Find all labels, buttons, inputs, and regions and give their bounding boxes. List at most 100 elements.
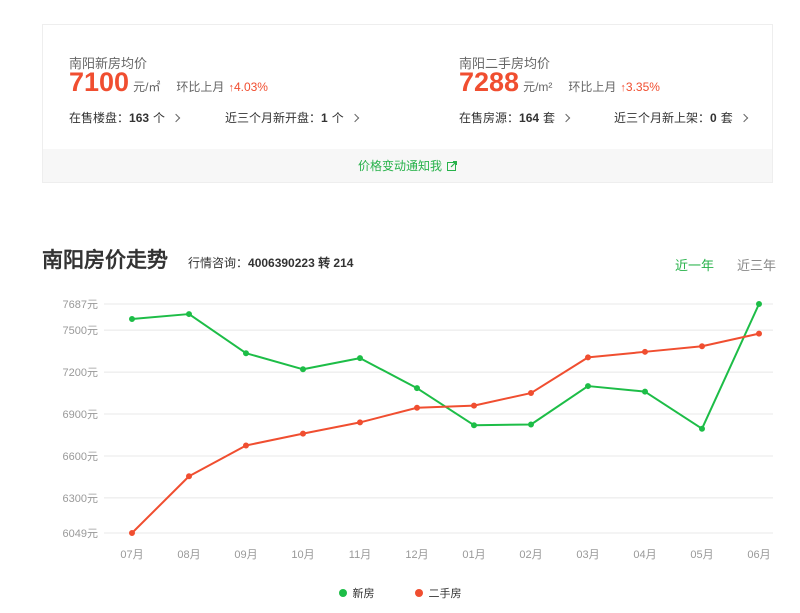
data-point[interactable] xyxy=(357,355,363,362)
new-house-on-sale-label: 在售楼盘： xyxy=(69,111,130,125)
external-link-icon xyxy=(447,160,457,171)
legend-label-used: 二手房 xyxy=(428,588,462,600)
arrow-up-icon: ↑ xyxy=(228,82,234,94)
series-line xyxy=(131,303,760,430)
new-house-recent-open-label: 近三个月新开盘： xyxy=(225,111,322,125)
x-axis-labels: 07月 08月 09月 10月 11月 12月 01月 02月 03月 04月 05月 06月 xyxy=(120,549,770,561)
data-point[interactable] xyxy=(528,390,534,397)
hotline-label: 行情咨询： xyxy=(188,256,249,270)
chart-legend: 新房 二手房 xyxy=(0,585,800,601)
new-house-change: ↑4.03% xyxy=(228,80,268,94)
used-house-recent-listed-value: 0 xyxy=(710,110,717,125)
used-house-change-label: 环比上月 xyxy=(568,80,617,94)
used-house-recent-listed-link[interactable]: 近三个月新上架： 0 套 xyxy=(614,109,748,126)
used-house-price-row: 7288 元/m² 环比上月 ↑3.35% xyxy=(459,67,660,98)
trend-title: 南阳房价走势 xyxy=(42,249,168,272)
new-house-recent-open-value: 1 xyxy=(321,110,328,125)
x-tick-label: 04月 xyxy=(633,549,656,561)
tab-three-years[interactable]: 近三年 xyxy=(737,258,777,273)
new-house-change-label: 环比上月 xyxy=(176,80,225,94)
data-point[interactable] xyxy=(528,421,534,428)
new-house-recent-open-link[interactable]: 近三个月新开盘： 1 个 xyxy=(225,109,359,126)
data-point[interactable] xyxy=(129,530,135,536)
used-house-on-sale-link[interactable]: 在售房源： 164 套 xyxy=(459,109,571,126)
x-tick-label: 12月 xyxy=(405,549,428,561)
y-tick-label: 7500元 xyxy=(63,325,98,337)
y-tick-label: 6049元 xyxy=(63,528,98,540)
legend-label-new: 新房 xyxy=(352,588,375,600)
data-point[interactable] xyxy=(699,343,705,350)
legend-item-new[interactable]: 新房 xyxy=(338,585,375,601)
used-house-change-value: 3.35% xyxy=(625,80,660,94)
arrow-up-icon: ↑ xyxy=(620,82,626,94)
data-point[interactable] xyxy=(300,430,306,437)
data-point[interactable] xyxy=(414,404,420,411)
price-notify-label: 价格变动通知我 xyxy=(357,159,442,173)
new-house-price: 7100 xyxy=(69,67,130,97)
x-tick-label: 02月 xyxy=(519,549,542,561)
data-point[interactable] xyxy=(756,301,762,307)
y-tick-label: 7200元 xyxy=(63,367,98,379)
x-tick-label: 07月 xyxy=(120,549,143,561)
new-house-price-row: 7100 元/㎡ 环比上月 ↑4.03% xyxy=(69,67,268,98)
chevron-right-icon xyxy=(739,113,748,122)
data-point[interactable] xyxy=(300,366,306,373)
data-point[interactable] xyxy=(243,350,249,357)
price-notify-button[interactable]: 价格变动通知我 xyxy=(43,149,772,182)
data-point[interactable] xyxy=(357,419,363,426)
data-point[interactable] xyxy=(186,311,192,318)
used-house-summary: 南阳二手房均价 7288 元/m² 环比上月 ↑3.35% 在售房源： 164 … xyxy=(459,25,769,151)
trend-hotline: 行情咨询：4006390223 转 214 xyxy=(188,254,353,271)
x-tick-label: 11月 xyxy=(349,549,371,561)
y-tick-label: 6900元 xyxy=(63,409,98,421)
new-house-on-sale-unit: 个 xyxy=(153,111,166,125)
used-house-on-sale-unit: 套 xyxy=(543,111,556,125)
chart-grid xyxy=(104,303,773,534)
new-house-title: 南阳新房均价 xyxy=(69,56,148,71)
data-point[interactable] xyxy=(129,315,135,322)
x-tick-label: 05月 xyxy=(690,549,713,561)
x-tick-label: 06月 xyxy=(747,549,770,561)
chevron-right-icon xyxy=(561,113,571,122)
hotline-value: 4006390223 转 214 xyxy=(248,256,354,270)
used-house-on-sale-label: 在售房源： xyxy=(459,111,520,125)
data-point[interactable] xyxy=(642,388,648,395)
used-house-recent-listed-unit: 套 xyxy=(720,111,733,125)
used-house-price: 7288 xyxy=(459,67,520,97)
data-point[interactable] xyxy=(471,422,477,429)
x-tick-label: 08月 xyxy=(177,549,200,561)
data-point[interactable] xyxy=(471,402,477,409)
used-house-on-sale-value: 164 xyxy=(519,110,540,125)
data-point[interactable] xyxy=(585,383,591,390)
used-house-change: ↑3.35% xyxy=(620,80,660,94)
data-point[interactable] xyxy=(414,385,420,392)
price-summary-card: 南阳新房均价 7100 元/㎡ 环比上月 ↑4.03% 在售楼盘： 163 个 … xyxy=(42,24,773,183)
y-tick-label: 6600元 xyxy=(63,451,98,463)
y-tick-label: 7687元 xyxy=(63,299,98,311)
used-house-price-unit: 元/m² xyxy=(523,80,553,94)
data-point[interactable] xyxy=(243,442,249,449)
new-house-recent-open-unit: 个 xyxy=(331,111,344,125)
chevron-right-icon xyxy=(350,113,359,122)
x-tick-label: 10月 xyxy=(291,549,314,561)
y-axis-labels: 6049元 6300元 6600元 6900元 7200元 7500元 7687元 xyxy=(63,299,98,540)
x-tick-label: 03月 xyxy=(576,549,599,561)
data-point[interactable] xyxy=(642,348,648,355)
data-point[interactable] xyxy=(699,425,705,432)
new-house-change-value: 4.03% xyxy=(233,80,268,94)
series-line xyxy=(131,332,760,534)
series-used-house xyxy=(129,330,762,536)
x-tick-label: 01月 xyxy=(462,549,485,561)
new-house-on-sale-value: 163 xyxy=(129,110,150,125)
tab-one-year[interactable]: 近一年 xyxy=(675,258,715,273)
new-house-on-sale-link[interactable]: 在售楼盘： 163 个 xyxy=(69,109,181,126)
data-point[interactable] xyxy=(585,354,591,361)
new-house-price-unit: 元/㎡ xyxy=(133,80,161,94)
legend-dot-used xyxy=(414,589,423,597)
series-new-house xyxy=(129,301,762,432)
legend-item-used[interactable]: 二手房 xyxy=(414,585,462,601)
data-point[interactable] xyxy=(756,330,762,337)
data-point[interactable] xyxy=(186,473,192,480)
chart-series xyxy=(129,301,762,536)
